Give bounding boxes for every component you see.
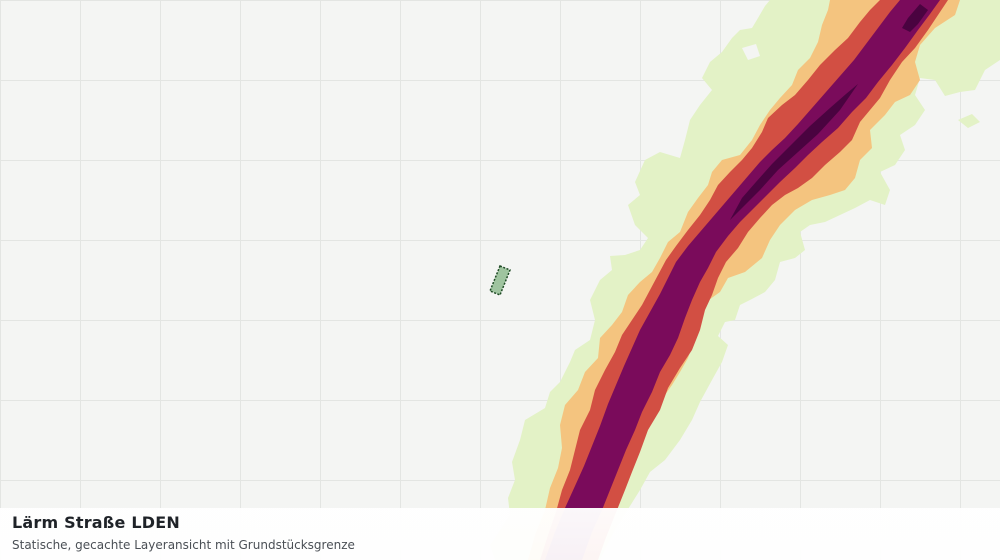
noise-band-4 bbox=[545, 0, 940, 560]
layer-subtitle: Statische, gecachte Layeransicht mit Gru… bbox=[12, 538, 355, 552]
layer-caption: Lärm Straße LDEN Statische, gecachte Lay… bbox=[0, 508, 1000, 560]
noise-band-3 bbox=[540, 0, 948, 560]
layer-title: Lärm Straße LDEN bbox=[12, 513, 180, 532]
parcel-boundary[interactable] bbox=[489, 265, 511, 296]
noise-band-5 bbox=[730, 4, 928, 220]
